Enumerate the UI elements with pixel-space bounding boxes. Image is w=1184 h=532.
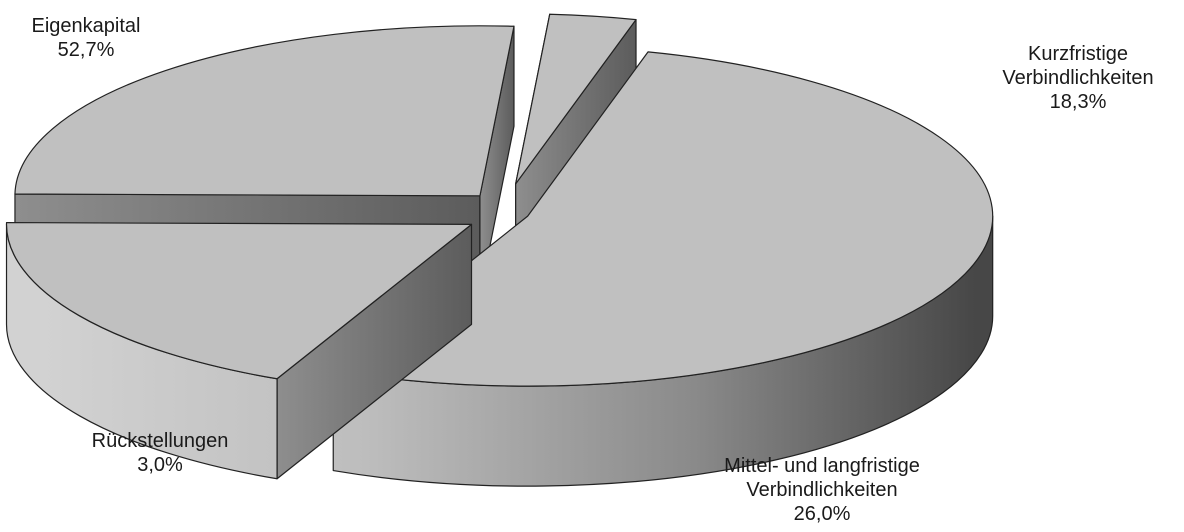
pie-slice-0 [332,51,994,487]
slice-label-mittel-und-langfristige-verbindlichkeiten: Mittel- und langfristige Verbindlichkeit… [672,454,972,526]
slice-label-rueckstellungen: Rückstellungen 3,0% [60,429,260,477]
slice-label-eigenkapital: Eigenkapital 52,7% [6,14,166,62]
slice-name: Eigenkapital [31,15,141,37]
slice-label-kurzfristige-verbindlichkeiten: Kurzfristige Verbindlichkeiten 18,3% [978,42,1178,114]
slice-percent: 26,0% [793,503,851,525]
pie-slice-1 [5,221,473,480]
pie-slice-top [332,51,994,387]
pie-slice-top [5,221,473,380]
slice-percent: 3,0% [137,454,183,476]
slice-name: Verbindlichkeiten [746,479,898,501]
slice-name: Verbindlichkeiten [1002,67,1154,89]
slice-name: Rückstellungen [91,430,229,452]
pie-slice-top [14,25,515,197]
slice-percent: 52,7% [57,39,115,61]
pie-slice-top [515,13,637,185]
slice-name: Kurzfristige [1027,43,1129,65]
slice-percent: 18,3% [1049,91,1107,113]
slice-name: Mittel- und langfristige [724,455,920,477]
